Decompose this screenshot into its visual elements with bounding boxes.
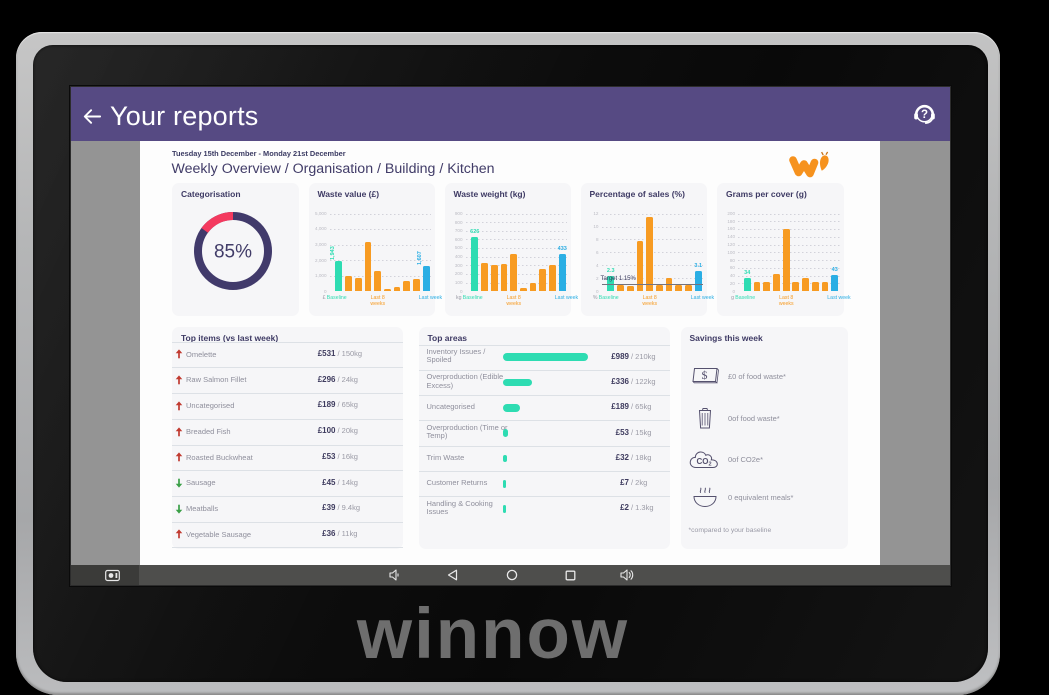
svg-text:$: $ — [701, 368, 707, 382]
svg-text:85%: 85% — [214, 242, 252, 263]
svg-text:?: ? — [921, 109, 928, 121]
svg-text:CO: CO — [696, 457, 708, 466]
svg-text:2: 2 — [708, 462, 711, 468]
